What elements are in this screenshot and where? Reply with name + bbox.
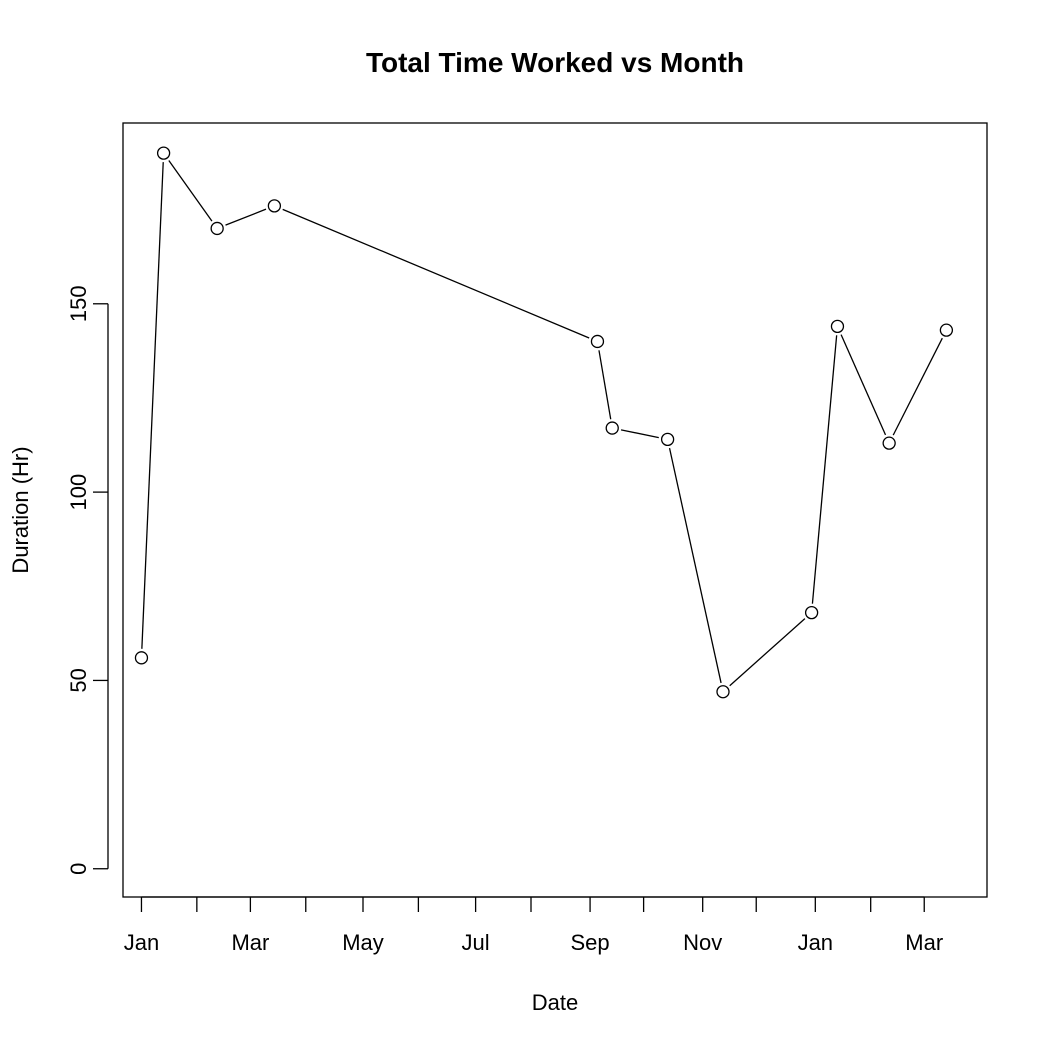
data-point <box>716 685 730 699</box>
series-line-segment <box>729 618 806 687</box>
series-line-segment <box>840 334 887 436</box>
data-point <box>134 651 149 665</box>
x-tick-label: Nov <box>683 930 722 955</box>
y-axis: 0 50 100 150 <box>66 285 109 875</box>
chart-title: Total Time Worked vs Month <box>366 47 744 78</box>
x-tick-label: Jan <box>124 930 159 955</box>
series-layer <box>134 146 954 699</box>
data-point <box>267 199 282 213</box>
data-point <box>660 432 675 447</box>
data-point <box>156 146 171 160</box>
y-tick-label: 0 <box>66 863 91 875</box>
y-tick-label: 100 <box>66 474 91 511</box>
series-line-segment <box>811 335 838 604</box>
series-line-segment <box>668 448 722 684</box>
x-tick-label: Jan <box>798 930 833 955</box>
data-point <box>830 319 845 334</box>
x-axis: Jan Mar May Jul Sep Nov Jan Mar <box>124 896 943 955</box>
series-line-segment <box>620 429 659 439</box>
series-line-segment <box>598 350 612 420</box>
data-point <box>590 334 605 349</box>
data-point <box>605 421 619 435</box>
series-line-segment <box>892 337 943 436</box>
series-line-segment <box>225 208 267 226</box>
plot-frame <box>122 122 988 898</box>
data-point <box>804 605 819 620</box>
y-tick-label: 50 <box>66 668 91 692</box>
x-tick-label: Mar <box>231 930 269 955</box>
series-line-segment <box>282 208 590 339</box>
series-line-segment <box>141 162 164 649</box>
x-axis-label: Date <box>532 990 578 1015</box>
y-tick-label: 150 <box>66 285 91 322</box>
y-axis-label: Duration (Hr) <box>8 446 33 573</box>
data-point <box>882 436 896 450</box>
data-point <box>210 221 224 236</box>
data-point <box>939 323 954 337</box>
series-line-segment <box>168 160 213 222</box>
x-tick-label: Jul <box>462 930 490 955</box>
x-tick-label: Sep <box>570 930 609 955</box>
x-tick-label: May <box>342 930 384 955</box>
x-tick-label: Mar <box>905 930 943 955</box>
